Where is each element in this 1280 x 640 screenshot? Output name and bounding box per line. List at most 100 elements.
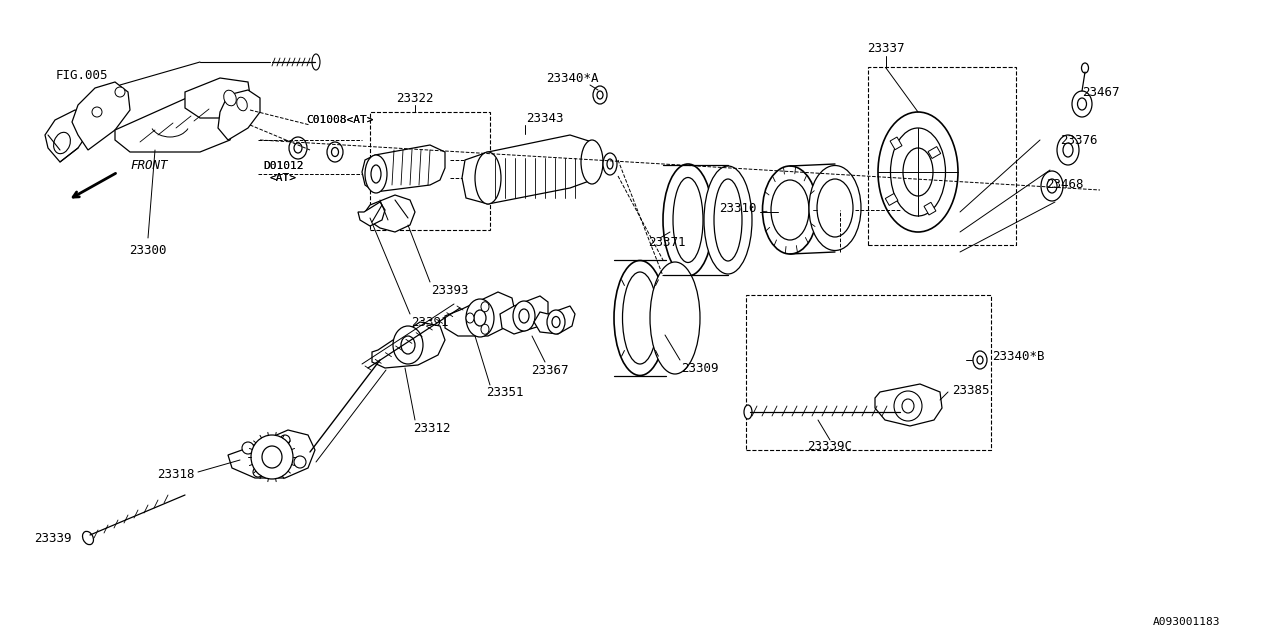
Ellipse shape <box>603 153 617 175</box>
Bar <box>924 202 936 215</box>
Text: 23309: 23309 <box>681 362 719 374</box>
Circle shape <box>280 435 291 445</box>
Ellipse shape <box>607 159 613 169</box>
Text: 23376: 23376 <box>1060 134 1097 147</box>
Text: FRONT: FRONT <box>131 159 168 172</box>
Text: 23391: 23391 <box>411 316 449 328</box>
Text: 23371: 23371 <box>648 236 686 248</box>
Ellipse shape <box>294 143 302 153</box>
Ellipse shape <box>474 310 486 326</box>
Text: 23318: 23318 <box>157 468 195 481</box>
Ellipse shape <box>1057 135 1079 165</box>
Ellipse shape <box>481 301 489 312</box>
Polygon shape <box>72 82 131 150</box>
Ellipse shape <box>481 324 489 334</box>
Ellipse shape <box>614 260 666 376</box>
Ellipse shape <box>1073 91 1092 117</box>
Bar <box>868 67 1016 245</box>
Bar <box>928 147 941 159</box>
Text: 23367: 23367 <box>531 364 568 376</box>
Text: A093001183: A093001183 <box>1152 617 1220 627</box>
Polygon shape <box>445 292 515 336</box>
Text: 23467: 23467 <box>1082 86 1120 99</box>
Polygon shape <box>365 195 415 232</box>
Text: D01012
<AT>: D01012 <AT> <box>262 161 303 183</box>
Ellipse shape <box>466 299 494 337</box>
Text: 23339C: 23339C <box>808 440 852 452</box>
Ellipse shape <box>891 128 946 216</box>
Ellipse shape <box>1047 179 1057 193</box>
Text: C01008<AT>: C01008<AT> <box>306 115 374 125</box>
Ellipse shape <box>973 351 987 369</box>
Bar <box>746 295 991 450</box>
Ellipse shape <box>1062 143 1073 157</box>
Ellipse shape <box>1078 98 1087 110</box>
Text: 23340*A: 23340*A <box>545 72 598 84</box>
Polygon shape <box>218 90 260 140</box>
Ellipse shape <box>902 399 914 413</box>
Text: 23339: 23339 <box>35 531 72 545</box>
Bar <box>886 193 899 205</box>
Ellipse shape <box>596 91 603 99</box>
Ellipse shape <box>326 142 343 162</box>
Ellipse shape <box>878 112 957 232</box>
Text: 23385: 23385 <box>952 383 989 397</box>
Text: 23343: 23343 <box>526 111 563 125</box>
Ellipse shape <box>332 147 338 157</box>
Ellipse shape <box>622 272 658 364</box>
Polygon shape <box>115 92 236 152</box>
Polygon shape <box>45 110 90 162</box>
Ellipse shape <box>371 165 381 183</box>
Text: 23337: 23337 <box>868 42 905 54</box>
Ellipse shape <box>393 326 422 364</box>
Polygon shape <box>186 78 250 118</box>
Text: D01012
<AT>: D01012 <AT> <box>262 161 303 183</box>
Ellipse shape <box>1082 63 1088 73</box>
Ellipse shape <box>704 166 753 274</box>
Polygon shape <box>362 145 445 192</box>
Text: C01008<AT>: C01008<AT> <box>306 115 374 125</box>
Circle shape <box>92 107 102 117</box>
Text: 23351: 23351 <box>486 385 524 399</box>
Ellipse shape <box>809 166 861 250</box>
Ellipse shape <box>714 179 742 261</box>
Polygon shape <box>372 322 445 368</box>
Polygon shape <box>462 135 595 204</box>
Text: 23300: 23300 <box>129 243 166 257</box>
Ellipse shape <box>650 262 700 374</box>
Ellipse shape <box>663 164 713 276</box>
Ellipse shape <box>547 310 564 334</box>
Text: 23340*B: 23340*B <box>992 349 1044 362</box>
Ellipse shape <box>552 317 561 328</box>
Bar <box>890 137 902 150</box>
Ellipse shape <box>289 137 307 159</box>
Text: 23310: 23310 <box>719 202 756 214</box>
Ellipse shape <box>518 309 529 323</box>
Ellipse shape <box>817 179 852 237</box>
Ellipse shape <box>763 166 818 254</box>
Circle shape <box>253 467 262 477</box>
Ellipse shape <box>593 86 607 104</box>
Ellipse shape <box>893 391 922 421</box>
Ellipse shape <box>262 446 282 468</box>
Text: 23312: 23312 <box>413 422 451 435</box>
Ellipse shape <box>224 90 237 106</box>
Polygon shape <box>876 384 942 426</box>
Circle shape <box>294 456 306 468</box>
Polygon shape <box>228 430 315 478</box>
Polygon shape <box>500 296 548 334</box>
Ellipse shape <box>365 155 387 193</box>
Bar <box>370 112 490 230</box>
Polygon shape <box>358 202 385 226</box>
Ellipse shape <box>466 313 474 323</box>
Ellipse shape <box>401 336 415 354</box>
Ellipse shape <box>475 152 500 204</box>
Ellipse shape <box>251 435 293 479</box>
Ellipse shape <box>82 531 93 545</box>
Ellipse shape <box>312 54 320 70</box>
Text: FIG.005: FIG.005 <box>55 68 108 81</box>
Ellipse shape <box>902 148 933 196</box>
Circle shape <box>242 442 253 454</box>
Text: 23322: 23322 <box>397 92 434 104</box>
Ellipse shape <box>673 177 703 262</box>
